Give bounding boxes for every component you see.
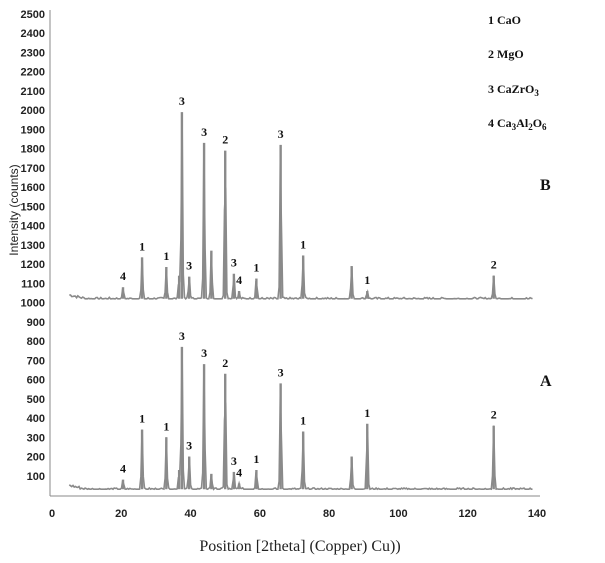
peak-label: 1 <box>300 237 306 251</box>
x-tick-label: 140 <box>528 508 546 520</box>
peak-label: 2 <box>222 356 228 370</box>
y-tick-label: 2500 <box>21 9 45 21</box>
peak-label: 3 <box>231 454 237 468</box>
y-tick-label: 2100 <box>21 86 45 98</box>
peak-label: 1 <box>364 273 370 287</box>
legend-entry-2: 2 MgO <box>488 47 524 61</box>
axes <box>49 10 540 497</box>
y-tick-label: 400 <box>27 413 45 425</box>
peak-label: 1 <box>253 452 259 466</box>
x-tick-label: 120 <box>459 508 477 520</box>
peak-label: 1 <box>300 414 306 428</box>
peak-label: 3 <box>278 127 284 141</box>
x-tick-label: 80 <box>323 508 335 520</box>
peak-label: 1 <box>163 249 169 263</box>
traces <box>68 112 533 491</box>
peak-label: 3 <box>278 365 284 379</box>
peak-label: 4 <box>236 465 242 479</box>
legend-entry-3: 3 CaZrO3 <box>488 82 539 98</box>
x-axis-title: Position [2theta] (Copper) Cu)) <box>199 538 400 555</box>
x-tick-label: 20 <box>115 508 127 520</box>
y-tick-label: 800 <box>27 336 45 348</box>
peak-label: 2 <box>491 408 497 422</box>
y-tick-label: 2300 <box>21 47 45 59</box>
y-tick-label: 900 <box>27 317 45 329</box>
peak-label: 1 <box>139 412 145 426</box>
x-tick-label: 100 <box>389 508 407 520</box>
peak-label: 2 <box>222 133 228 147</box>
peak-label: 3 <box>186 439 192 453</box>
trace-b <box>69 117 533 301</box>
y-tick-label: 100 <box>27 471 45 483</box>
y-tick-label: 1100 <box>21 278 45 290</box>
series-label-b: B <box>540 177 551 194</box>
y-tick-label: 1500 <box>21 201 45 213</box>
peak-label: 4 <box>236 273 242 287</box>
y-tick-label: 1300 <box>21 240 45 252</box>
peak-label: 1 <box>253 261 259 275</box>
y-tick-label: 2200 <box>21 67 45 79</box>
y-tick-label: 2400 <box>21 28 45 40</box>
x-tick-label: 60 <box>254 508 266 520</box>
y-tick-label: 2000 <box>21 105 45 117</box>
peak-label: 4 <box>120 269 126 283</box>
legend-entry-4: 4 Ca3Al2O6 <box>488 116 547 132</box>
peak-label: 3 <box>179 94 185 108</box>
y-tick-label: 600 <box>27 375 45 387</box>
y-tick-labels: 100 200 300 400 500 600 700 800 900 1000 1100 1200 1… <box>21 9 45 483</box>
y-tick-label: 1000 <box>21 298 45 310</box>
y-tick-label: 1400 <box>21 221 45 233</box>
y-tick-label: 300 <box>27 432 45 444</box>
peak-label: 1 <box>364 406 370 420</box>
peak-label: 1 <box>139 239 145 253</box>
x-tick-label: 40 <box>184 508 196 520</box>
peak-label: 3 <box>179 329 185 343</box>
peak-label: 2 <box>491 258 497 272</box>
y-tick-label: 1900 <box>21 124 45 136</box>
x-tick-label: 0 <box>49 508 55 520</box>
y-tick-label: 1800 <box>21 144 45 156</box>
peak-label: 3 <box>201 346 207 360</box>
y-tick-label: 1600 <box>21 182 45 194</box>
y-tick-label: 200 <box>27 452 45 464</box>
trace-a <box>68 351 533 491</box>
peak-label: 4 <box>120 462 126 476</box>
legend-entry-1: 1 CaO <box>488 13 521 27</box>
series-label-a: A <box>540 373 552 390</box>
y-tick-label: 1200 <box>21 259 45 271</box>
peak-label: 3 <box>201 125 207 139</box>
legend: 1 CaO 2 MgO 3 CaZrO3 4 Ca3Al2O6 <box>488 13 547 132</box>
y-axis-title: Intensity (counts) <box>7 164 21 255</box>
peak-label: 3 <box>231 256 237 270</box>
y-tick-label: 500 <box>27 394 45 406</box>
y-tick-label: 1700 <box>21 163 45 175</box>
y-tick-label: 700 <box>27 355 45 367</box>
x-tick-labels: 0 20 40 60 80 100 120 140 <box>49 508 546 520</box>
peak-label: 3 <box>186 259 192 273</box>
peak-label: 1 <box>163 419 169 433</box>
